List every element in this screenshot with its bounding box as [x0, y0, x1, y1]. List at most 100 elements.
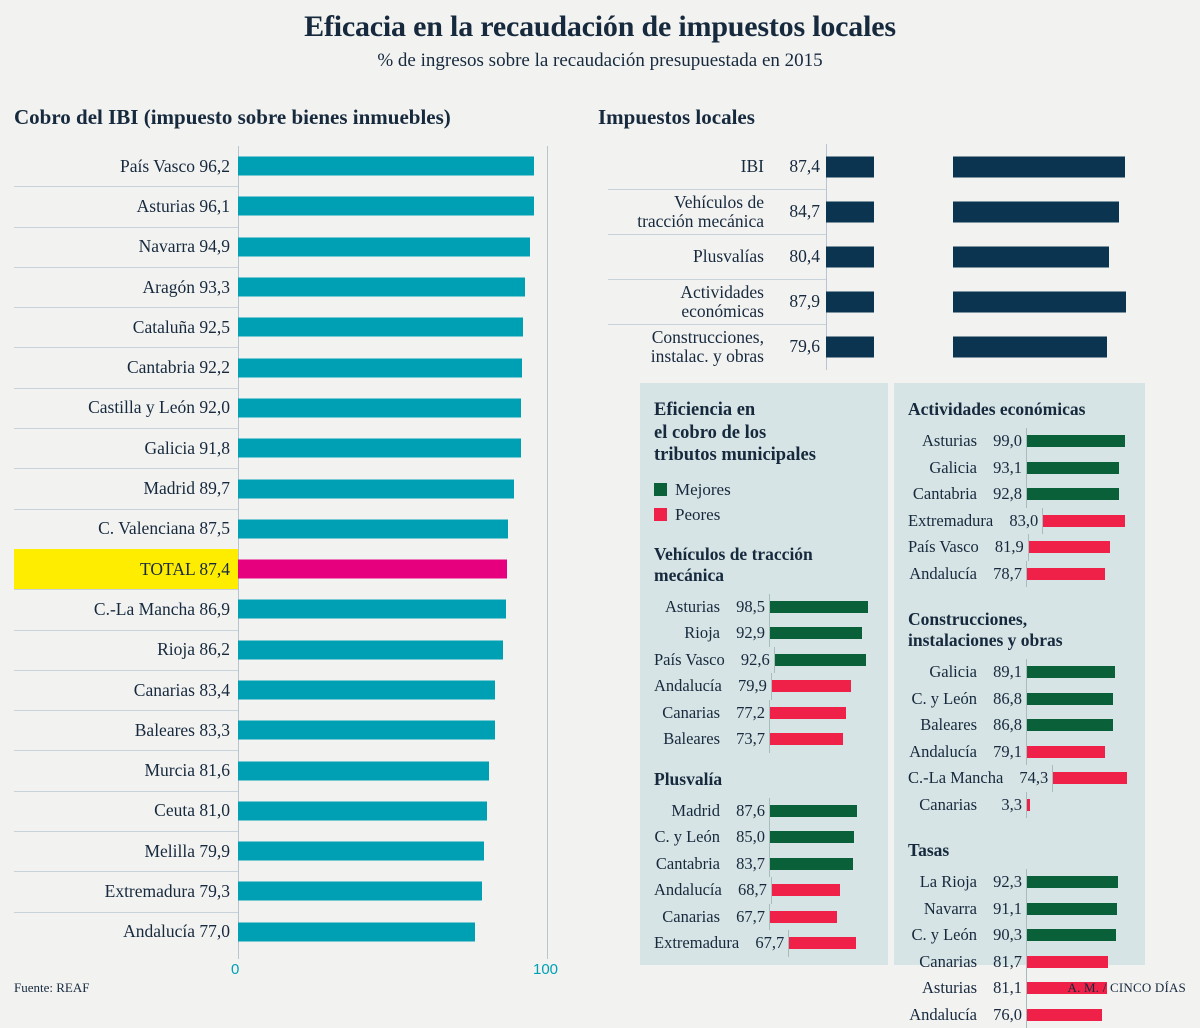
- panel-heading-line-3: tributos municipales: [654, 444, 874, 467]
- group-title-construcciones: Construcciones, instalaciones y obras: [908, 609, 1131, 651]
- left-chart-row: Extremadura 79,3: [14, 871, 574, 911]
- small-chart-row-value: 92,9: [727, 623, 769, 643]
- legend: Mejores Peores: [654, 477, 874, 528]
- small-chart-bar: [770, 601, 868, 613]
- left-chart-row-label: Murcia 81,6: [14, 750, 238, 790]
- small-chart-row-value: 74,3: [1010, 768, 1052, 788]
- small-chart-bar-zone: [769, 798, 874, 825]
- left-chart-bar-zone: [238, 227, 574, 267]
- left-chart-bar-zone: [238, 630, 574, 670]
- left-chart-bar-zone: [238, 912, 574, 952]
- left-chart-bar: [238, 681, 495, 700]
- top-right-chart-bar-stub: [826, 291, 874, 312]
- top-right-chart-bar-zone: [826, 324, 1158, 369]
- small-chart-row-label: Asturias: [908, 431, 984, 451]
- small-chart-bar: [1043, 515, 1125, 527]
- left-chart-tick-min: 0: [231, 961, 239, 978]
- left-chart-row-label: Navarra 94,9: [14, 227, 238, 267]
- group-title-actividades: Actividades económicas: [908, 399, 1131, 420]
- small-chart-row-label: La Rioja: [908, 872, 984, 892]
- group-title-vehiculos: Vehículos de tracción mecánica: [654, 544, 874, 586]
- left-chart-bar: [238, 842, 484, 861]
- small-chart-bar-zone: [1026, 896, 1131, 923]
- top-right-chart-bar-stub: [826, 201, 874, 222]
- left-chart-row-label: País Vasco 96,2: [14, 146, 238, 186]
- credit-note: A. M. / CINCO DÍAS: [1068, 980, 1186, 996]
- small-chart-bar: [1027, 719, 1113, 731]
- small-chart-row-label: Galicia: [908, 662, 984, 682]
- small-chart-bar-zone: [1028, 534, 1133, 561]
- small-chart-row-value: 78,7: [984, 564, 1026, 584]
- left-chart-bar-zone: [238, 831, 574, 871]
- small-chart-row-label: Canarias: [908, 795, 984, 815]
- small-chart-row-label: Cantabria: [908, 484, 984, 504]
- left-chart-bar: [238, 922, 475, 941]
- small-chart-row-label: Extremadura: [654, 933, 746, 953]
- small-chart-bar-zone: [1026, 1002, 1131, 1028]
- left-chart-bar-zone: [238, 509, 574, 549]
- group-title-plusvalia: Plusvalía: [654, 769, 874, 790]
- left-chart-row-label: Castilla y León 92,0: [14, 388, 238, 428]
- small-chart-bar: [770, 627, 862, 639]
- left-chart-row: Murcia 81,6: [14, 750, 574, 790]
- left-chart-bar-zone: [238, 871, 574, 911]
- small-chart-row-label: País Vasco: [908, 537, 986, 557]
- small-chart-row-label: Andalucía: [908, 742, 984, 762]
- small-chart-row-value: 99,0: [984, 431, 1026, 451]
- small-chart-row-label: Madrid: [654, 801, 727, 821]
- small-chart-bar: [1027, 1009, 1102, 1021]
- small-chart-bar: [1027, 876, 1118, 888]
- left-chart-bar: [238, 640, 503, 659]
- left-chart-bar-zone: [238, 428, 574, 468]
- left-chart-row: Madrid 89,7: [14, 468, 574, 508]
- left-chart-row-label: C.-La Mancha 86,9: [14, 589, 238, 629]
- top-right-chart-row-name: Plusvalías: [598, 247, 764, 266]
- small-chart-row-label: Canarias: [654, 703, 727, 723]
- left-chart-row: Castilla y León 92,0: [14, 388, 574, 428]
- small-chart-row-value: 92,8: [984, 484, 1026, 504]
- left-chart-bar: [238, 519, 508, 538]
- top-right-chart-bar: [953, 246, 1109, 267]
- left-chart-bar-zone: [238, 670, 574, 710]
- small-chart-row-label: Rioja: [654, 623, 727, 643]
- small-chart-bar: [770, 805, 857, 817]
- left-chart-row-label: Ceuta 81,0: [14, 791, 238, 831]
- left-chart-title: Cobro del IBI (impuesto sobre bienes inm…: [14, 105, 451, 130]
- small-chart-row-label: Extremadura: [908, 511, 1000, 531]
- legend-item-peores: Peores: [654, 502, 874, 528]
- small-chart-bar: [770, 858, 853, 870]
- left-chart-bar: [238, 398, 521, 417]
- left-chart-row: Galicia 91,8: [14, 428, 574, 468]
- small-chart-bar: [1053, 772, 1127, 784]
- left-chart-bar-zone: [238, 307, 574, 347]
- top-right-chart-row-name: IBI: [598, 157, 764, 176]
- small-chart-row-label: Cantabria: [654, 854, 727, 874]
- left-chart-bar-zone: [238, 267, 574, 307]
- small-chart-row-value: 91,1: [984, 899, 1026, 919]
- small-chart-row-value: 73,7: [727, 729, 769, 749]
- left-chart-row-label: Cataluña 92,5: [14, 307, 238, 347]
- left-chart-row-label: Madrid 89,7: [14, 468, 238, 508]
- left-chart-tick-max: 100: [533, 961, 558, 978]
- small-chart-bar-zone: [1026, 792, 1131, 819]
- legend-swatch-best-icon: [654, 483, 667, 496]
- top-right-chart-row-value: 84,7: [764, 202, 820, 221]
- small-chart-row-value: 90,3: [984, 925, 1026, 945]
- small-chart-bar-zone: [769, 700, 874, 727]
